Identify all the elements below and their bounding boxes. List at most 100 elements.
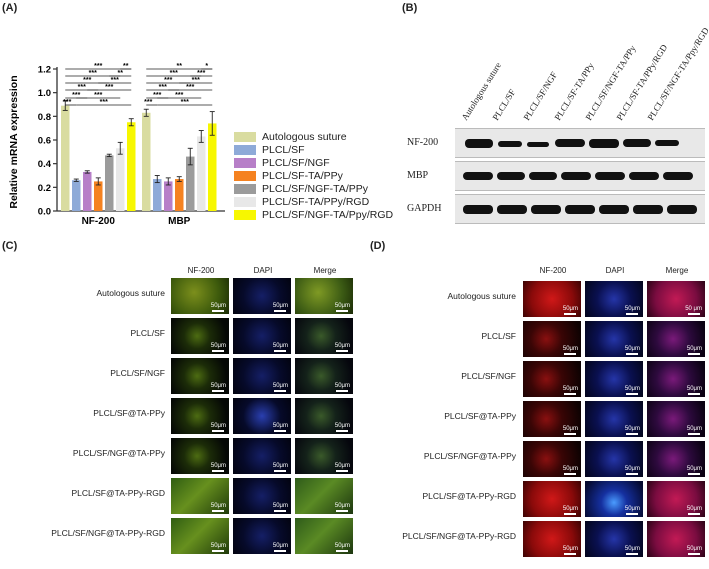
blot-band xyxy=(599,205,629,214)
significance-label: *** xyxy=(89,70,97,77)
scale-bar: 50μm xyxy=(687,386,702,395)
micrograph-merge: 50μm xyxy=(647,521,705,557)
micrograph-nf-200: 50μm xyxy=(171,278,229,314)
scale-bar: 50μm xyxy=(625,506,640,515)
legend-item: PLCL/SF/NGF-TA/Ppy/RGD xyxy=(234,209,393,221)
y-tick-label: 0.6 xyxy=(38,136,51,147)
legend-label: PLCL/SF/NGF-TA/Ppy/RGD xyxy=(262,209,394,221)
scale-bar: 50μm xyxy=(335,383,350,392)
row-label: PLCL/SF/NGF xyxy=(461,371,516,381)
blot-label-mbp: MBP xyxy=(407,170,429,181)
blot-band xyxy=(498,141,522,147)
micrograph-dapi: 50μm xyxy=(233,318,291,354)
y-tick-label: 1.0 xyxy=(38,88,51,99)
row-label: PLCL/SF xyxy=(130,328,166,338)
scale-bar: 50μm xyxy=(625,546,640,555)
blot-band xyxy=(463,172,493,180)
y-tick-label: 0.4 xyxy=(38,159,52,170)
blot-band xyxy=(561,172,591,180)
significance-label: *** xyxy=(105,84,113,91)
significance-label: ** xyxy=(118,70,124,77)
blot-band xyxy=(663,172,693,180)
row-label: PLCL/SF/NGF xyxy=(110,368,165,378)
micrograph-merge: 50μm xyxy=(295,438,353,474)
micrograph-nf-200: 50μm xyxy=(523,361,581,397)
significance-label: *** xyxy=(72,92,80,99)
micrograph-dapi: 50μm xyxy=(233,518,291,554)
blot-row-gapdh xyxy=(455,194,705,224)
row-label: PLCL/SF@TA-PPy xyxy=(444,411,516,421)
panel-label-b: (B) xyxy=(402,2,418,14)
blot-band xyxy=(633,205,663,214)
bar xyxy=(83,171,92,211)
bar xyxy=(142,112,151,211)
scale-bar: 50μm xyxy=(211,463,226,472)
scale-bar: 50μm xyxy=(335,303,350,312)
scale-bar: 50μm xyxy=(335,543,350,552)
legend-label: PLCL/SF/NGF-TA/PPy xyxy=(262,183,368,195)
micrograph-dapi: 50μm xyxy=(585,361,643,397)
micrograph-merge: 50μm xyxy=(295,278,353,314)
scale-bar: 50μm xyxy=(687,346,702,355)
micrograph-dapi: 50μm xyxy=(233,478,291,514)
scale-bar: 50μm xyxy=(211,423,226,432)
micrograph-dapi: 50μm xyxy=(585,441,643,477)
significance-label: *** xyxy=(197,70,205,77)
scale-bar: 50μm xyxy=(273,343,288,352)
legend-item: PLCL/SF xyxy=(234,144,305,156)
legend-item: PLCL/SF-TA/PPy xyxy=(234,170,343,182)
scale-bar: 50μm xyxy=(625,386,640,395)
blot-band xyxy=(463,205,493,214)
scale-bar: 50μm xyxy=(211,303,226,312)
row-label: PLCL/SF@TA-PPy xyxy=(93,408,165,418)
legend-label: Autologous suture xyxy=(262,131,347,143)
x-category-label: MBP xyxy=(168,216,191,227)
blot-band xyxy=(527,142,549,147)
blot-band xyxy=(667,205,697,214)
blot-band xyxy=(655,140,679,146)
bar xyxy=(94,181,103,211)
scale-bar: 50μm xyxy=(335,463,350,472)
micrograph-merge: 50μm xyxy=(647,321,705,357)
scale-bar: 50μm xyxy=(273,543,288,552)
micrograph-dapi: 50μm xyxy=(585,281,643,317)
scale-bar: 50μm xyxy=(273,423,288,432)
micrograph-nf-200: 50μm xyxy=(523,321,581,357)
column-header: NF-200 xyxy=(187,266,215,275)
micrograph-nf-200: 50μm xyxy=(523,281,581,317)
blot-band xyxy=(623,139,651,147)
y-tick-label: 0.0 xyxy=(38,207,51,218)
bar xyxy=(208,123,217,211)
legend-label: PLCL/SF-TA/PPy/RGD xyxy=(262,196,370,208)
micrograph-merge: 50μm xyxy=(295,478,353,514)
column-header: Merge xyxy=(665,266,689,275)
blot-band xyxy=(555,139,585,147)
bar xyxy=(61,105,70,211)
y-tick-label: 0.2 xyxy=(38,183,51,194)
panel-label-d: (D) xyxy=(370,240,386,252)
blot-band xyxy=(497,172,525,180)
scale-bar: 50μm xyxy=(335,503,350,512)
scale-bar: 50μm xyxy=(625,306,640,315)
significance-label: *** xyxy=(170,70,178,77)
significance-label: *** xyxy=(78,84,86,91)
micrograph-merge: 50μm xyxy=(295,518,353,554)
significance-label: *** xyxy=(192,77,200,84)
blot-band xyxy=(595,172,625,180)
scale-bar: 50μm xyxy=(335,343,350,352)
micrograph-merge: 50μm xyxy=(647,361,705,397)
scale-bar: 50μm xyxy=(625,466,640,475)
blot-row-mbp xyxy=(455,161,705,191)
column-header: DAPI xyxy=(253,266,273,275)
micrograph-merge: 50 μm xyxy=(647,281,705,317)
x-category-label: NF-200 xyxy=(82,216,116,227)
micrograph-dapi: 50μm xyxy=(585,481,643,517)
micrograph-dapi: 50μm xyxy=(233,278,291,314)
micrograph-merge: 50μm xyxy=(295,398,353,434)
bar xyxy=(186,156,195,211)
micrograph-merge: 50μm xyxy=(647,441,705,477)
bar xyxy=(175,179,184,211)
blot-lane-label: PLCL/SF xyxy=(490,87,518,122)
bar-chart: Relative mRNA expression 0.0 0.2 0.4 0.6 0.8… xyxy=(8,63,225,227)
bar xyxy=(164,181,173,211)
